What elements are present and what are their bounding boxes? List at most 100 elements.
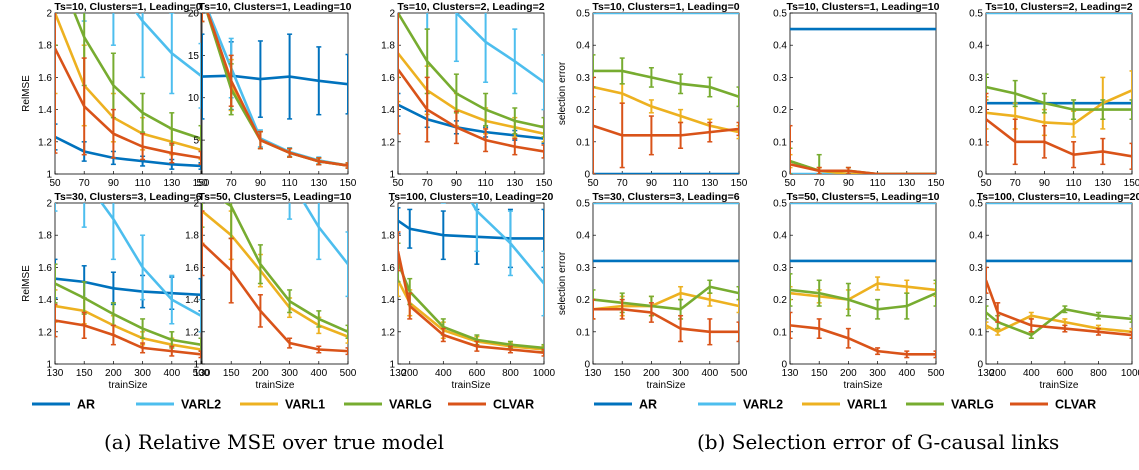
- series-group: [55, 13, 201, 170]
- series-group: [986, 203, 1132, 339]
- series-line-clvar: [790, 324, 936, 356]
- series-line-clvar: [55, 319, 201, 356]
- x-tick-label: 110: [1066, 178, 1082, 189]
- x-tick-label: 500: [731, 368, 748, 379]
- series-group: [202, 13, 348, 169]
- panel-b4: Ts=30, Clusters=3, Leading=6 0 0.1 0.2 0.3 0.…: [557, 191, 748, 391]
- x-tick-label: 90: [255, 178, 267, 189]
- y-tick-label: 1.8: [185, 231, 199, 242]
- plot-area: [592, 202, 740, 365]
- x-tick-label: 130: [506, 178, 523, 189]
- panel-b3: Ts=10, Clusters=2, Leading=2 0 0.1 0.2 0.3 0.…: [969, 1, 1139, 189]
- x-tick-label: 130: [978, 368, 995, 379]
- y-tick-label: 0.2: [773, 295, 787, 306]
- y-tick-label: 2: [46, 9, 52, 20]
- x-tick-label: 300: [672, 368, 689, 379]
- series-group: [202, 203, 348, 356]
- panel-title: Ts=50, Clusters=5, Leading=10: [198, 191, 351, 203]
- series-line-clvar: [202, 242, 348, 353]
- x-tick-label: 50: [392, 178, 404, 189]
- y-tick-label: 0.4: [969, 231, 983, 242]
- series-group: [593, 203, 739, 346]
- x-tick-label: 500: [340, 368, 357, 379]
- y-tick-label: 1.4: [381, 295, 395, 306]
- legend-b: AR VARL2 VARL1 VARLG CLVAR: [594, 398, 1096, 412]
- panel-title: Ts=30, Clusters=3, Leading=6: [54, 191, 201, 203]
- y-axis-label: selection error: [557, 61, 568, 125]
- y-tick-label: 0.4: [773, 231, 787, 242]
- y-tick-label: 0.3: [576, 263, 590, 274]
- series-line-clvar: [593, 124, 739, 137]
- y-tick-label: 1.8: [381, 41, 395, 52]
- series-line-varlg: [73, 13, 201, 140]
- y-tick-label: 20: [188, 9, 200, 20]
- y-tick-label: 0: [781, 360, 787, 371]
- y-tick-label: 1.6: [381, 73, 395, 84]
- y-tick-label: 1.2: [381, 327, 395, 338]
- y-tick-label: 0.2: [969, 105, 983, 116]
- y-tick-label: 1.4: [381, 105, 395, 116]
- series-line-clvar: [398, 251, 544, 355]
- y-tick-label: 0.1: [969, 137, 983, 148]
- x-axis-label: trainSize: [844, 380, 883, 391]
- panel-b1: Ts=10, Clusters=1, Leading=0 0 0.1 0.2 0.3 0.…: [557, 1, 748, 189]
- y-tick-label: 1: [389, 360, 395, 371]
- y-tick-label: 0.3: [969, 263, 983, 274]
- plot-area: [54, 12, 202, 175]
- y-tick-label: 0.2: [969, 295, 983, 306]
- legend-label: VARLG: [389, 398, 432, 412]
- x-tick-label: 200: [989, 368, 1006, 379]
- series-line-varl2: [135, 13, 201, 77]
- y-tick-label: 0: [584, 170, 590, 181]
- x-tick-label: 400: [435, 368, 452, 379]
- y-tick-label: 0.4: [576, 41, 590, 52]
- x-axis-label: trainSize: [109, 380, 148, 391]
- x-tick-label: 150: [1124, 178, 1139, 189]
- panel-title: Ts=100, Clusters=10, Leading=20: [389, 191, 554, 203]
- series-group: [398, 13, 544, 159]
- y-tick-label: 1.6: [38, 263, 52, 274]
- series-group: [55, 203, 201, 359]
- plot-area: [592, 12, 740, 175]
- x-tick-label: 800: [1090, 368, 1107, 379]
- y-tick-label: 1.2: [38, 137, 52, 148]
- series-line-varl2: [454, 13, 544, 84]
- y-tick-label: 2: [389, 9, 395, 20]
- panel-title: Ts=50, Clusters=5, Leading=10: [786, 191, 939, 203]
- series-line-varlg: [398, 13, 544, 129]
- legend-label: VARLG: [951, 398, 994, 412]
- x-tick-label: 400: [1023, 368, 1040, 379]
- y-tick-label: 0.1: [576, 137, 590, 148]
- panel-a3: Ts=10, Clusters=2, Leading=2 1 1.2 1.4 1.6 1.…: [381, 1, 553, 189]
- x-tick-label: 130: [898, 178, 915, 189]
- x-tick-label: 110: [870, 178, 886, 189]
- series-line-clvar: [986, 279, 1132, 337]
- y-tick-label: 1.8: [38, 41, 52, 52]
- y-tick-label: 0.1: [576, 327, 590, 338]
- y-tick-label: 0.2: [576, 105, 590, 116]
- x-tick-label: 50: [49, 178, 61, 189]
- x-tick-label: 50: [196, 178, 208, 189]
- y-tick-label: 1.6: [185, 263, 199, 274]
- x-tick-label: 400: [310, 368, 327, 379]
- x-tick-label: 600: [1057, 368, 1074, 379]
- y-tick-label: 1: [46, 360, 52, 371]
- legend-label: AR: [77, 398, 95, 412]
- y-tick-label: 0: [584, 360, 590, 371]
- legend-label: VARL1: [285, 398, 325, 412]
- x-tick-label: 150: [811, 368, 828, 379]
- series-line-varl1: [398, 52, 544, 136]
- panel-b2: Ts=10, Clusters=1, Leading=10 0 0.1 0.2 0.3 0…: [773, 1, 945, 189]
- x-tick-label: 200: [105, 368, 122, 379]
- x-tick-label: 70: [422, 178, 434, 189]
- x-tick-label: 70: [617, 178, 629, 189]
- series-line-varl2: [470, 203, 544, 285]
- y-tick-label: 0.5: [773, 9, 787, 20]
- legend-label: VARL1: [847, 398, 887, 412]
- x-tick-label: 400: [163, 368, 180, 379]
- x-tick-label: 130: [47, 368, 64, 379]
- y-tick-label: 0: [781, 170, 787, 181]
- series-line-ar: [398, 103, 544, 140]
- x-tick-label: 70: [814, 178, 826, 189]
- series-group: [398, 203, 544, 357]
